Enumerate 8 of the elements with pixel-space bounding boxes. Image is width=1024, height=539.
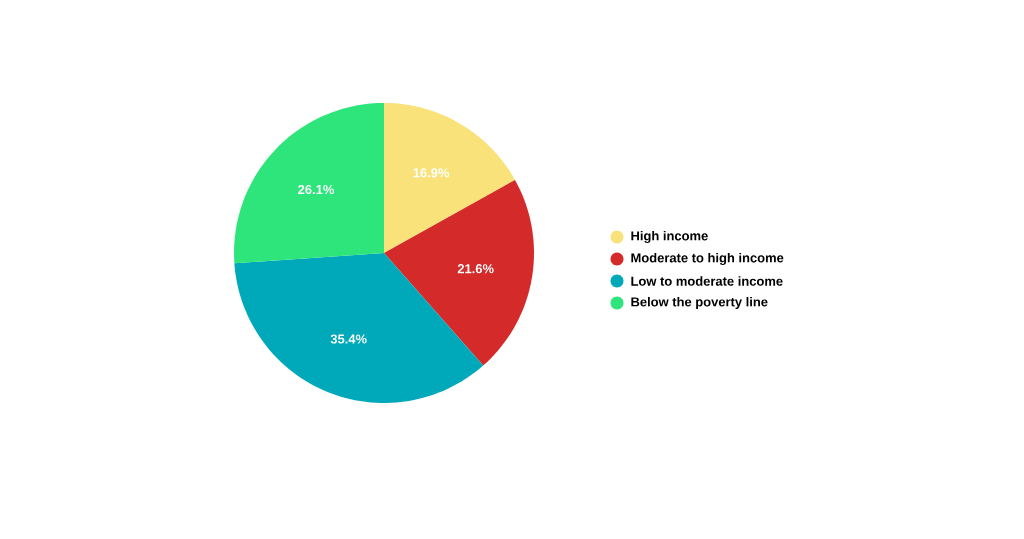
data-label: 35.4%	[330, 334, 367, 344]
data-label: 26.1%	[298, 184, 335, 195]
data-label: 16.9%	[413, 168, 450, 178]
legend-label: Moderate to high income	[631, 252, 784, 266]
legend-label: Low to moderate income	[631, 276, 783, 286]
legend-label: High income	[631, 230, 708, 244]
legend-label: Below the poverty line	[631, 296, 768, 310]
data-label: 21.6%	[457, 264, 494, 274]
